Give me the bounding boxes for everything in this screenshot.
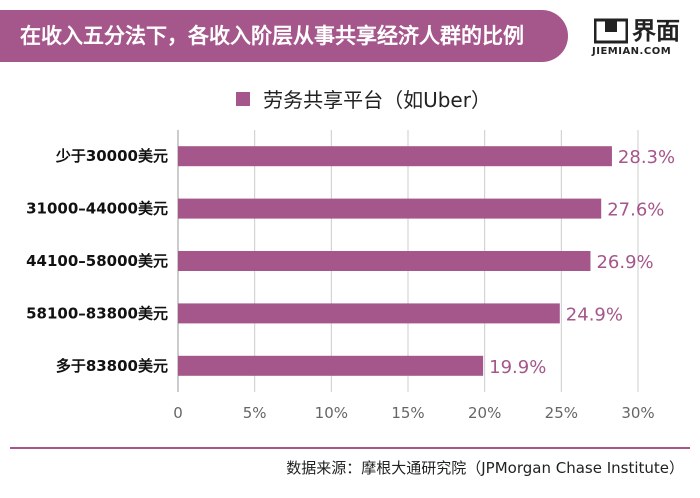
category-label: 少于30000美元: [55, 147, 168, 165]
bars: [178, 146, 612, 376]
x-tick-label: 20%: [468, 404, 501, 422]
category-label: 44100–58000美元: [26, 252, 168, 270]
legend-swatch: [236, 91, 250, 106]
logo-text-cn: 界面: [632, 17, 680, 45]
source-note: 数据来源：摩根大通研究院（JPMorgan Chase Institute）: [286, 459, 684, 477]
title-bar: 在收入五分法下，各收入阶层从事共享经济人群的比例: [0, 10, 568, 62]
legend: 劳务共享平台（如Uber）: [236, 84, 491, 112]
bar: [178, 303, 560, 324]
value-label: 27.6%: [607, 200, 664, 221]
category-label: 31000–44000美元: [26, 200, 168, 218]
value-labels: 28.3% 27.6% 26.9% 24.9% 19.9%: [489, 147, 675, 378]
x-tick-label: 0: [173, 404, 183, 422]
x-tick-label: 30%: [621, 404, 654, 422]
x-tick-label: 10%: [315, 404, 348, 422]
logo-text-en: JIEMIAN.COM: [592, 46, 672, 57]
x-tick-label: 25%: [545, 404, 578, 422]
jiemian-logo-icon: [594, 18, 628, 44]
category-label: 58100–83800美元: [26, 304, 168, 322]
x-tick-labels: 0 5% 10% 15% 20% 25% 30%: [173, 404, 654, 422]
category-labels: 少于30000美元 31000–44000美元 44100–58000美元 58100…: [26, 147, 168, 375]
legend-label: 劳务共享平台（如Uber）: [263, 88, 491, 112]
footer-divider: [10, 447, 690, 449]
bar: [178, 146, 612, 167]
jiemian-logo: 界面 JIEMIAN.COM: [588, 14, 692, 62]
chart-title: 在收入五分法下，各收入阶层从事共享经济人群的比例: [20, 24, 524, 48]
value-label: 26.9%: [596, 252, 653, 273]
bar: [178, 198, 602, 219]
x-tick-label: 5%: [243, 404, 267, 422]
value-label: 24.9%: [566, 304, 623, 325]
value-label: 28.3%: [618, 147, 675, 168]
bar: [178, 251, 591, 271]
category-label: 多于83800美元: [56, 357, 168, 375]
value-label: 19.9%: [489, 357, 546, 378]
x-tick-label: 15%: [391, 404, 424, 422]
bar: [178, 355, 484, 376]
